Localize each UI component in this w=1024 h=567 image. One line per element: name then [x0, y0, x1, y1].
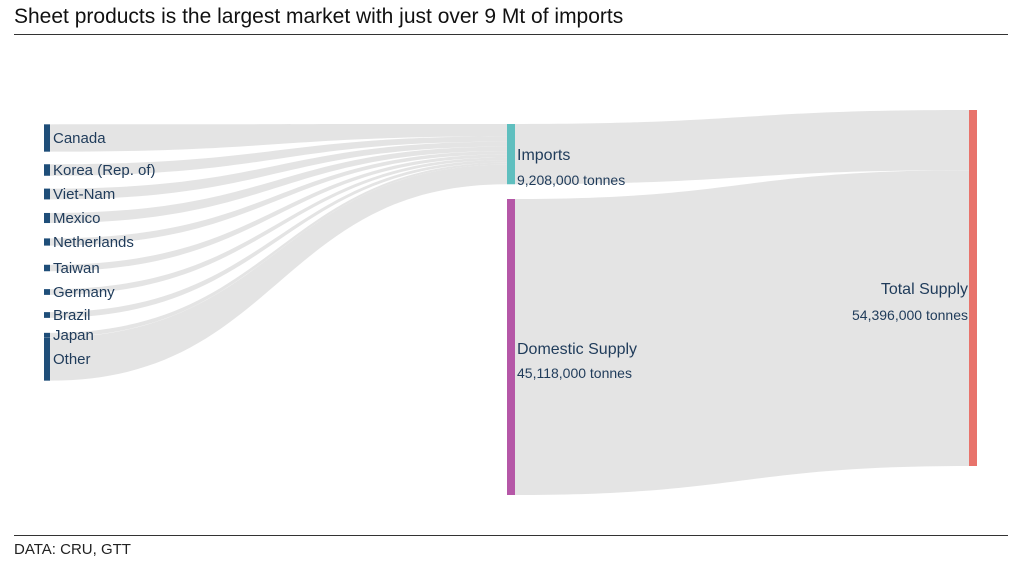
- node-mexico: [44, 212, 50, 224]
- link-viet-nam-to-imports: [50, 141, 507, 200]
- link-domestic-to-total: [515, 170, 969, 495]
- link-netherlands-to-imports: [50, 151, 507, 246]
- label-brazil: Brazil: [53, 307, 91, 324]
- link-other-to-imports: [50, 164, 507, 381]
- node-netherlands: [44, 238, 50, 246]
- link-korea-rep-of-to-imports: [50, 136, 507, 176]
- source-note: DATA: CRU, GTT: [14, 541, 131, 558]
- link-taiwan-to-imports: [50, 154, 507, 272]
- footer-divider: [14, 535, 1008, 536]
- node-germany: [44, 289, 50, 295]
- label-imports: Imports: [517, 147, 570, 164]
- chart-title: Sheet products is the largest market wit…: [14, 5, 624, 28]
- sankey-labels: Canada Korea (Rep. of) Viet-Nam Mexico Nethe…: [53, 130, 968, 381]
- label-netherlands: Netherlands: [53, 234, 134, 251]
- node-taiwan: [44, 264, 50, 272]
- link-mexico-to-imports: [50, 146, 507, 224]
- value-imports: 9,208,000 tonnes: [517, 172, 625, 188]
- label-canada: Canada: [53, 130, 106, 147]
- label-mexico: Mexico: [53, 210, 101, 227]
- label-korea-rep-of: Korea (Rep. of): [53, 162, 156, 179]
- label-japan: Japan: [53, 327, 94, 344]
- label-other: Other: [53, 351, 91, 368]
- label-domestic-supply: Domestic Supply: [517, 341, 637, 358]
- node-canada: [44, 124, 50, 152]
- label-germany: Germany: [53, 284, 115, 301]
- node-viet-nam: [44, 188, 50, 200]
- node-other: [44, 337, 50, 381]
- node-total-supply: [969, 110, 977, 466]
- value-total-supply: 54,396,000 tonnes: [852, 307, 968, 323]
- sankey-nodes: [44, 110, 977, 495]
- node-brazil: [44, 312, 50, 318]
- node-japan: [44, 332, 50, 338]
- label-total-supply: Total Supply: [881, 281, 968, 298]
- node-imports: [507, 124, 515, 185]
- label-viet-nam: Viet-Nam: [53, 186, 115, 203]
- link-japan-to-imports: [50, 162, 507, 338]
- link-canada-to-imports: [50, 124, 507, 152]
- node-korea-rep-of: [44, 164, 50, 176]
- sankey-links: [50, 110, 969, 495]
- title-divider: [14, 34, 1008, 35]
- link-brazil-to-imports: [50, 159, 507, 318]
- link-germany-to-imports: [50, 157, 507, 295]
- node-domestic-supply: [507, 199, 515, 495]
- label-taiwan: Taiwan: [53, 260, 100, 277]
- link-imports-to-total: [515, 110, 969, 185]
- value-domestic-supply: 45,118,000 tonnes: [517, 365, 632, 381]
